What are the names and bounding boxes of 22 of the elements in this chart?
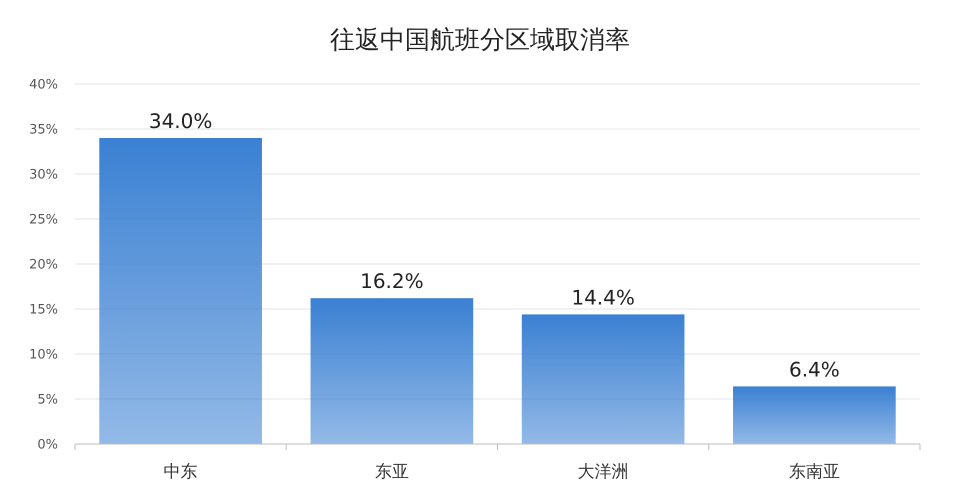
- y-tick-label: 35%: [29, 122, 58, 138]
- y-tick-label: 0%: [37, 438, 58, 452]
- x-tick-label: 大洋洲: [578, 462, 629, 482]
- x-tick-label: 东南亚: [788, 462, 840, 482]
- y-tick-label: 25%: [29, 212, 58, 228]
- data-label: 14.4%: [571, 285, 635, 310]
- data-label: 6.4%: [788, 357, 840, 382]
- y-tick-label: 5%: [37, 392, 58, 408]
- bar: [733, 386, 896, 444]
- y-tick-label: 30%: [29, 168, 58, 182]
- bar: [99, 138, 262, 444]
- x-tick-label: 中东: [164, 462, 198, 482]
- y-tick-label: 10%: [29, 348, 58, 362]
- y-tick-label: 20%: [29, 258, 58, 272]
- data-label: 34.0%: [148, 109, 212, 133]
- bar: [310, 298, 474, 444]
- x-tick-label: 东亚: [374, 462, 409, 482]
- chart-title: 往返中国航班分区域取消率: [330, 25, 630, 54]
- data-label: 16.2%: [360, 269, 424, 294]
- bar: [522, 314, 684, 444]
- y-tick-label: 40%: [29, 78, 58, 92]
- y-tick-label: 15%: [29, 302, 58, 318]
